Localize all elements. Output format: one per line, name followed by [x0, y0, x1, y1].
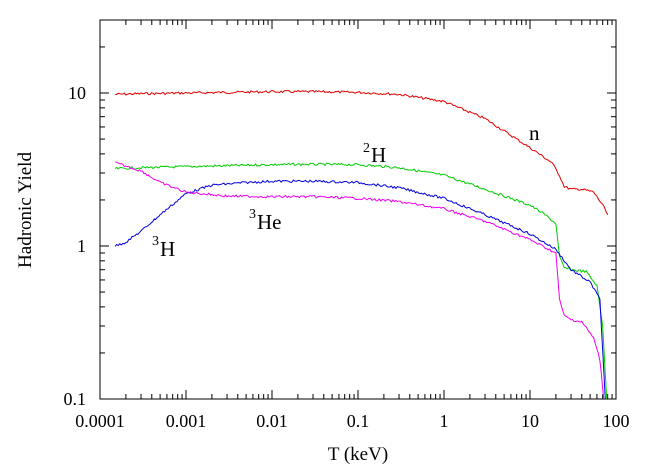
x-tick-label: 0.001 — [166, 411, 207, 431]
x-tick-label: 1 — [440, 411, 449, 431]
x-tick-label: 0.01 — [256, 411, 288, 431]
series-lines — [114, 89, 609, 400]
y-axis-ticks — [100, 19, 616, 400]
series-line-3h — [114, 179, 606, 400]
series-line-2h — [114, 162, 608, 400]
series-label-2h-text: H — [371, 143, 386, 167]
series-label-3he: 3 He — [249, 207, 282, 234]
plot-frame — [99, 19, 617, 400]
y-tick-label: 1 — [77, 236, 86, 256]
x-axis-ticks — [99, 20, 617, 399]
x-tick-label: 0.0001 — [75, 411, 125, 431]
series-label-n-text: n — [529, 121, 540, 145]
x-tick-label: 10 — [521, 411, 539, 431]
x-axis-title: T (keV) — [328, 444, 388, 465]
series-label-2h-superscript: 2 — [363, 141, 370, 156]
series-label-3he-text: He — [257, 210, 282, 234]
y-tick-label: 0.1 — [64, 389, 87, 409]
x-tick-label: 0.1 — [347, 411, 370, 431]
series-line-3he — [115, 161, 605, 400]
y-tick-label: 10 — [68, 83, 86, 103]
x-tick-label: 100 — [603, 411, 630, 431]
series-label-3h-superscript: 3 — [152, 234, 159, 249]
series-label-3he-superscript: 3 — [249, 207, 256, 222]
series-label-3h-text: H — [160, 237, 175, 261]
y-axis-title: Hadronic Yield — [15, 152, 36, 268]
series-label-n: n — [529, 121, 540, 145]
series-label-2h: 2 H — [363, 141, 386, 167]
y-axis-tick-labels: 0.1 1 10 — [64, 83, 87, 409]
x-axis-tick-labels: 0.0001 0.001 0.01 0.1 1 10 100 — [75, 411, 629, 431]
series-line-n — [115, 89, 609, 215]
series-label-3h: 3 H — [152, 234, 175, 261]
